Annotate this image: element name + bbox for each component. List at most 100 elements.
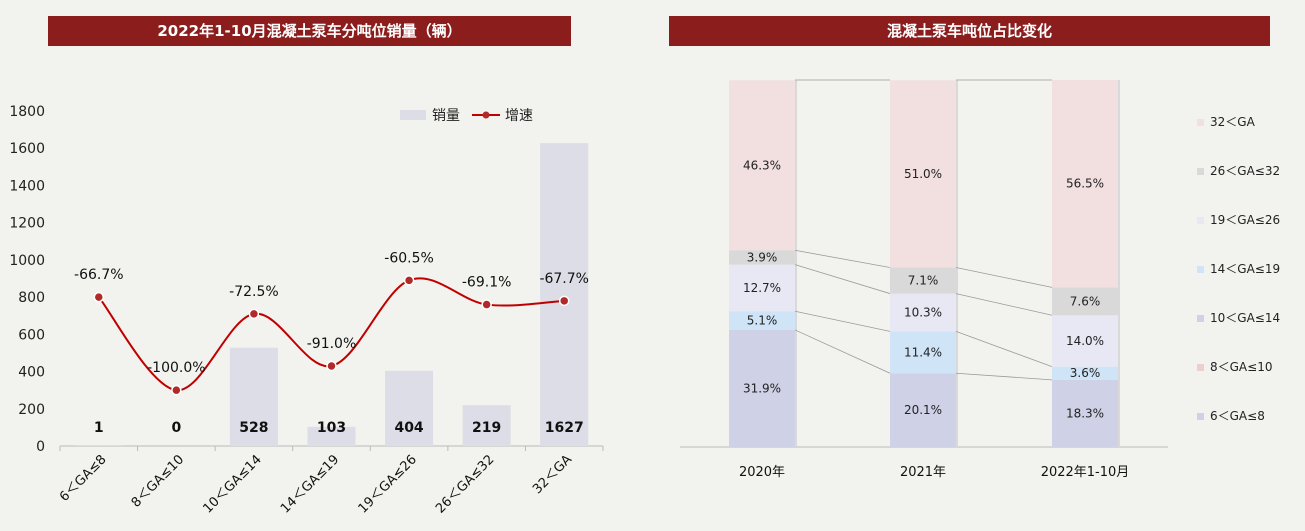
y-tick-label: 1200 (9, 216, 45, 232)
x-category-label: 8＜GA≤10 (129, 452, 187, 510)
stack-segment (890, 331, 956, 374)
legend-label: 6＜GA≤8 (1210, 409, 1265, 423)
x-category-label: 10＜GA≤14 (200, 452, 264, 516)
growth-point-7 (558, 295, 570, 307)
y-tick-label: 600 (18, 327, 45, 343)
segment-label: 7.1% (908, 274, 939, 288)
growth-point-6 (481, 299, 492, 310)
growth-point-4 (326, 360, 337, 372)
growth-label: -72.5% (229, 284, 279, 300)
legend-swatch (1197, 413, 1204, 420)
bar-5 (385, 370, 434, 446)
segment-label: 31.9% (743, 381, 781, 395)
growth-label: -67.7% (539, 271, 589, 287)
bar-value-label: 1627 (545, 420, 584, 436)
stack-segment (729, 80, 795, 251)
growth-point-5 (403, 275, 415, 286)
stack-segment (729, 311, 795, 330)
series-connector (955, 267, 1053, 288)
y-tick-label: 200 (18, 402, 45, 418)
segment-label: 56.5% (1066, 177, 1104, 191)
series-connector (955, 293, 1053, 316)
legend-label: 19＜GA≤26 (1210, 213, 1280, 227)
bar-edge (1118, 80, 1120, 447)
stack-segment (1052, 80, 1118, 288)
chart-title-right: 混凝土泵车吨位占比变化 (669, 16, 1270, 46)
segment-label: 18.3% (1066, 406, 1104, 420)
series-connector (794, 329, 891, 374)
x-category-label: 14＜GA≤19 (278, 452, 342, 516)
stack-segment (729, 250, 795, 265)
legend-swatch (1197, 217, 1204, 224)
bar-7 (540, 143, 589, 447)
segment-label: 10.3% (904, 305, 942, 319)
bar-edge (795, 80, 797, 447)
chart-title-left: 2022年1-10月混凝土泵车分吨位销量（辆） (48, 16, 571, 46)
stack-segment (890, 373, 956, 447)
x-category-label: 19＜GA≤26 (356, 452, 420, 516)
legend-swatch (1197, 119, 1204, 126)
legend-label-sales: 销量 (432, 108, 460, 124)
legend-swatch (1197, 266, 1204, 273)
bar-value-label: 404 (394, 420, 423, 436)
y-tick-label: 800 (18, 290, 45, 306)
segment-label: 3.9% (747, 250, 778, 264)
bar-value-label: 0 (171, 420, 181, 436)
segment-label: 51.0% (904, 167, 942, 181)
segment-label: 11.4% (904, 345, 942, 359)
legend-label: 32＜GA (1210, 115, 1256, 129)
legend-swatch (1197, 315, 1204, 322)
series-connector (955, 372, 1053, 381)
stack-segment (890, 80, 956, 268)
segment-label: 7.6% (1070, 294, 1101, 308)
stack-segment (1052, 287, 1118, 316)
bar-value-label: 219 (472, 420, 501, 436)
legend-label: 14＜GA≤19 (1210, 262, 1280, 276)
segment-label: 12.7% (743, 281, 781, 295)
growth-label: -91.0% (307, 336, 357, 352)
bar-4 (307, 426, 356, 446)
x-category-label: 32＜GA (530, 452, 575, 497)
growth-point-3 (248, 308, 260, 320)
growth-point-2 (171, 384, 182, 396)
legend-marker-growth (482, 111, 490, 119)
stack-segment (890, 293, 956, 332)
legend-label: 26＜GA≤32 (1210, 164, 1280, 178)
bar-6 (462, 405, 511, 446)
segment-label: 14.0% (1066, 334, 1104, 348)
y-tick-label: 1800 (9, 104, 45, 120)
x-category-label: 2020年 (739, 465, 785, 480)
stack-segment (1052, 379, 1118, 447)
growth-label: -60.5% (384, 250, 434, 266)
stack-segment (1052, 315, 1118, 367)
series-connector (794, 310, 891, 332)
bar-edge (956, 80, 958, 447)
series-connector (794, 249, 891, 268)
legend-label-growth: 增速 (505, 108, 533, 124)
segment-label: 5.1% (747, 314, 778, 328)
series-connector (794, 264, 891, 294)
stack-segment (1052, 366, 1118, 380)
x-category-label: 2021年 (900, 465, 946, 480)
stack-segment (729, 264, 795, 312)
y-tick-label: 0 (36, 439, 45, 455)
growth-point-1 (93, 291, 105, 303)
legend-label: 10＜GA≤14 (1210, 311, 1280, 325)
sales-by-tonnage-chart: 0 200 400 600 800 1000 1200 1400 1600 1800 1 0 528 10… (9, 104, 604, 517)
segment-label: 20.1% (904, 403, 942, 417)
y-tick-label: 1000 (9, 253, 45, 269)
segment-label: 3.6% (1070, 366, 1101, 380)
legend-swatch-sales (400, 110, 426, 120)
x-category-label: 26＜GA≤32 (433, 452, 497, 516)
y-tick-label: 1400 (9, 178, 45, 194)
growth-label: -69.1% (462, 275, 512, 291)
stack-segment (890, 267, 956, 294)
legend-swatch (1197, 168, 1204, 175)
bar-value-label: 528 (239, 420, 268, 436)
growth-label: -66.7% (74, 267, 124, 283)
y-tick-label: 1600 (9, 141, 45, 157)
segment-label: 46.3% (743, 158, 781, 172)
legend-label: 8＜GA≤10 (1210, 360, 1272, 374)
x-category-label: 6＜GA≤8 (57, 452, 110, 505)
x-category-label: 2022年1-10月 (1041, 465, 1130, 480)
